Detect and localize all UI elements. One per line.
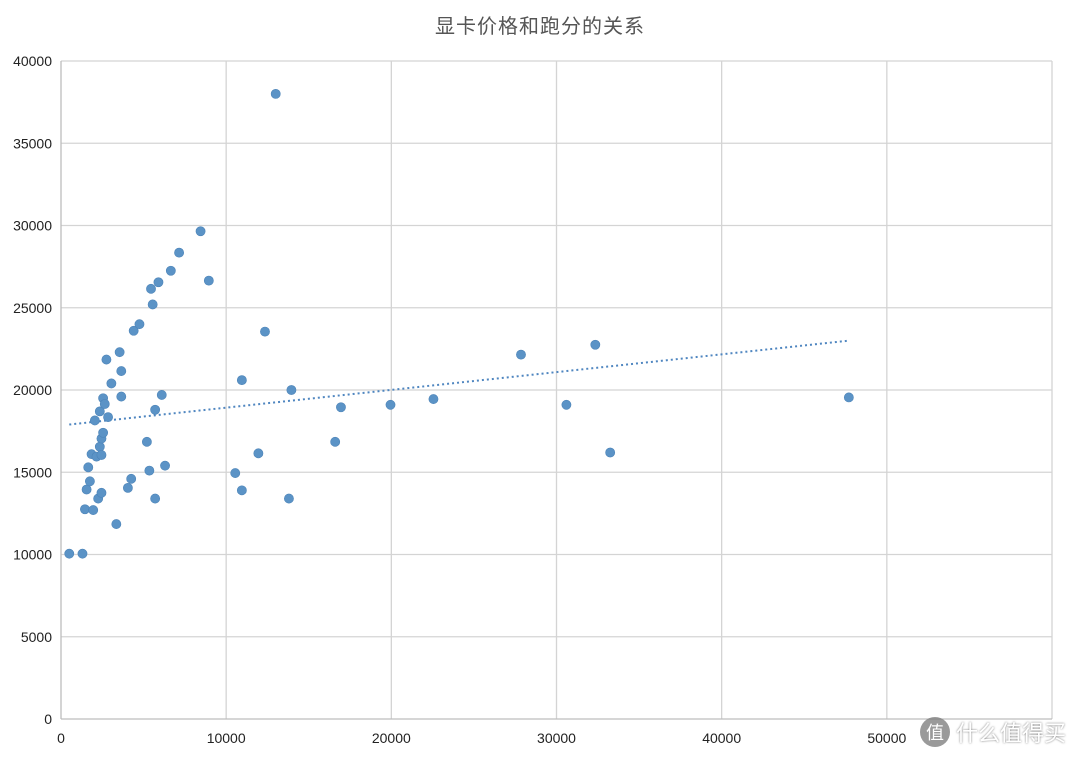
data-point [230, 468, 241, 478]
data-point [94, 441, 105, 452]
x-tick-label: 20000 [372, 730, 411, 746]
data-point [103, 412, 113, 423]
data-point [126, 473, 137, 484]
data-point [385, 399, 396, 410]
y-tick-label: 5000 [21, 629, 52, 645]
y-tick-label: 10000 [13, 547, 52, 563]
data-point [428, 394, 439, 404]
data-point [561, 399, 572, 410]
x-tick-label: 10000 [207, 730, 246, 746]
data-point [605, 447, 616, 458]
data-point [236, 485, 247, 496]
data-point [85, 476, 95, 487]
x-tick-label: 40000 [702, 730, 741, 746]
y-tick-label: 30000 [13, 218, 52, 234]
data-point [122, 482, 133, 493]
watermark-logo-icon: 值 [919, 717, 950, 747]
trendline-layer [69, 339, 849, 426]
watermark-text: 什么值得买 [955, 722, 1066, 747]
data-point [147, 299, 158, 310]
y-tick-label: 35000 [13, 135, 52, 151]
data-point [516, 349, 526, 360]
data-point [146, 283, 156, 294]
y-tick-label: 0 [44, 711, 52, 727]
data-point [96, 450, 107, 460]
data-point [165, 265, 176, 276]
data-point [81, 484, 92, 495]
y-tick-label: 15000 [13, 464, 52, 480]
y-tick-label: 25000 [13, 300, 52, 316]
data-point [144, 465, 155, 476]
data-point [80, 504, 90, 515]
data-point [64, 548, 75, 559]
data-point [116, 391, 127, 402]
y-tick-label: 40000 [13, 53, 52, 69]
data-point [286, 385, 297, 395]
data-point [203, 275, 214, 286]
data-point [150, 404, 161, 415]
data-point [114, 347, 125, 358]
data-point [270, 89, 281, 99]
axes [60, 61, 1052, 720]
data-point [260, 326, 270, 337]
data-point [98, 427, 109, 438]
data-point [330, 436, 341, 447]
data-point [195, 226, 206, 237]
data-point [128, 325, 139, 336]
data-point [77, 548, 88, 559]
data-point [284, 493, 294, 504]
data-point [106, 378, 117, 389]
data-point [253, 448, 264, 459]
data-point [134, 319, 145, 330]
data-point [83, 462, 94, 473]
data-point [89, 415, 100, 426]
data-point [101, 354, 112, 365]
data-point [153, 277, 164, 288]
tick-labels: 0 5000 10000 15000 20000 25000 30000 35000 40000… [13, 53, 906, 746]
data-points [64, 89, 854, 559]
linear-trendline [69, 339, 849, 426]
watermark: 值 什么值得买 [919, 716, 1066, 748]
data-point [96, 487, 107, 498]
data-point [94, 406, 105, 417]
data-point [843, 392, 854, 403]
data-point [111, 519, 122, 529]
chart-title: 显卡价格和跑分的关系 [435, 14, 645, 38]
data-point [174, 247, 184, 258]
data-point [116, 366, 127, 376]
data-point [336, 402, 346, 413]
data-point [99, 399, 110, 409]
data-point [590, 339, 601, 350]
grid-lines [61, 60, 1053, 719]
data-point [150, 493, 161, 504]
data-point [160, 460, 170, 471]
data-point [141, 436, 152, 447]
y-tick-label: 20000 [13, 382, 52, 398]
x-tick-label: 30000 [537, 730, 576, 746]
x-tick-label: 50000 [867, 730, 906, 746]
data-point [156, 390, 167, 400]
x-tick-label: 0 [57, 730, 65, 746]
data-point [236, 375, 247, 386]
data-point [88, 505, 99, 515]
